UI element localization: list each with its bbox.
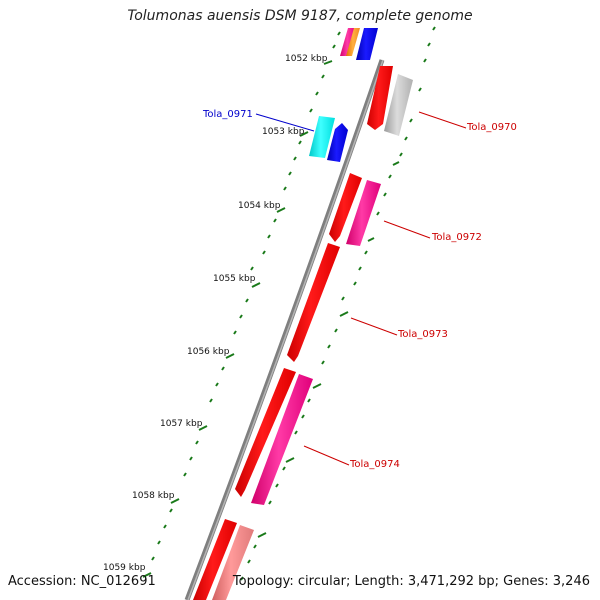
gene-bottom-partial[interactable]	[193, 519, 254, 600]
map-title: Tolumonas auensis DSM 9187, complete gen…	[127, 8, 473, 24]
accession-text: Accession: NC_012691	[8, 574, 156, 589]
kbp-label: 1054 kbp	[238, 201, 281, 211]
backbone-arc-highlight	[187, 59, 384, 600]
gene-label-tola-0974: Tola_0974	[349, 459, 400, 470]
gene-top-partial[interactable]	[340, 28, 378, 60]
outer-ruler	[240, 26, 436, 581]
topology-text: Topology: circular; Length: 3,471,292 bp…	[232, 574, 590, 589]
kbp-label: 1053 kbp	[262, 127, 305, 137]
inner-ruler	[142, 31, 341, 578]
kbp-labels: 1052 kbp 1053 kbp 1054 kbp 1055 kbp 1056…	[103, 54, 328, 573]
kbp-label: 1057 kbp	[160, 419, 203, 429]
kbp-label: 1058 kbp	[132, 491, 175, 501]
gene-tola-0973[interactable]	[287, 243, 340, 362]
kbp-label: 1059 kbp	[103, 563, 146, 573]
kbp-label: 1056 kbp	[187, 347, 230, 357]
gene-label-tola-0970: Tola_0970	[466, 122, 517, 133]
gene-tola-0971[interactable]	[309, 116, 348, 162]
gene-label-tola-0971: Tola_0971	[202, 109, 253, 120]
gene-label-tola-0972: Tola_0972	[431, 232, 482, 243]
kbp-label: 1052 kbp	[285, 54, 328, 64]
gene-tola-0972[interactable]	[329, 173, 381, 246]
gene-labels: Tola_0970 Tola_0971 Tola_0972 Tola_0973 …	[202, 109, 517, 470]
backbone-arc	[184, 59, 385, 600]
gene-tola-0974[interactable]	[235, 368, 313, 505]
kbp-label: 1055 kbp	[213, 274, 256, 284]
gene-tola-0970[interactable]	[367, 66, 413, 136]
gene-label-tola-0973: Tola_0973	[397, 329, 448, 340]
label-leaders	[255, 111, 467, 466]
